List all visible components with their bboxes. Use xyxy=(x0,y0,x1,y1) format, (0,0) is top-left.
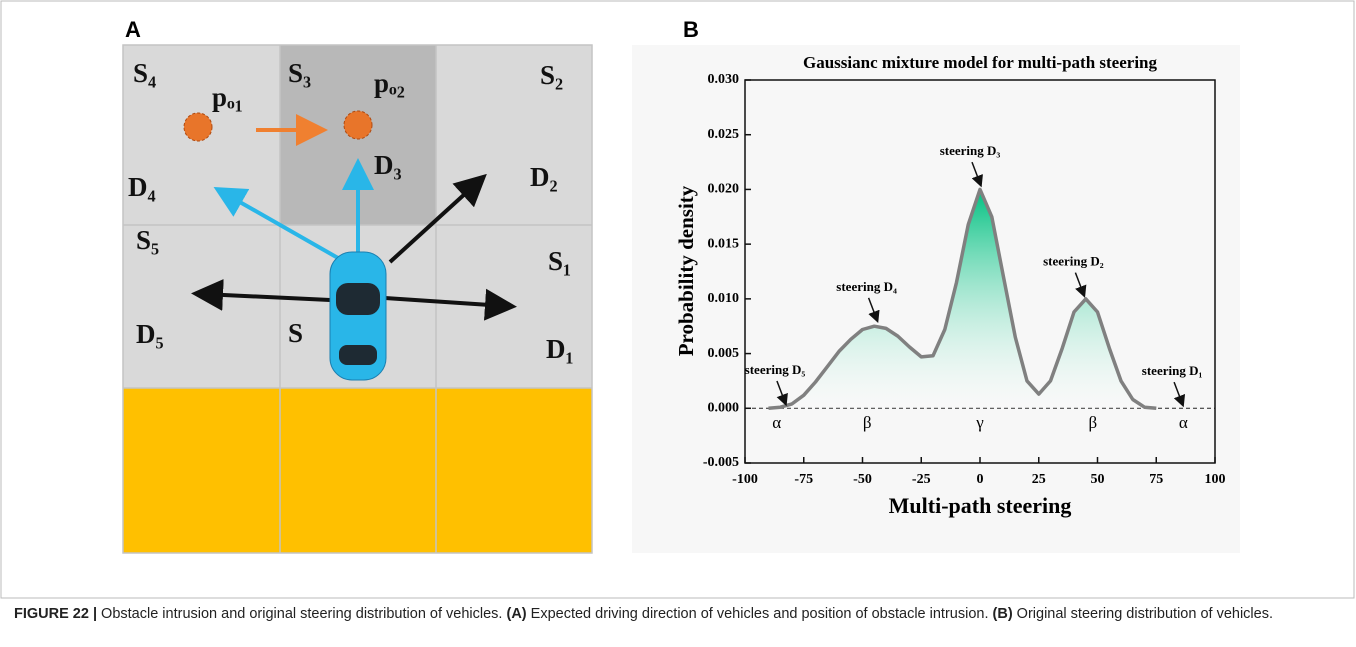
cell-label: S₂ xyxy=(540,60,563,90)
x-tick-label: -100 xyxy=(732,472,758,487)
y-axis-label: Probability density xyxy=(674,185,698,356)
annotation-arrow xyxy=(1074,272,1087,298)
annotation: steering D₅ xyxy=(745,362,806,377)
region-label: β xyxy=(863,413,872,432)
region-label: α xyxy=(1179,413,1188,432)
annotation: steering D₂ xyxy=(1043,254,1104,269)
cell-label: D₄ xyxy=(128,172,156,202)
y-tick-label: 0.010 xyxy=(708,291,740,306)
obstacle xyxy=(343,110,373,140)
grid-border xyxy=(122,44,593,554)
region-label: β xyxy=(1088,413,1097,432)
cell-label: S₄ xyxy=(133,58,156,88)
obstacle-label: pₒ₁ xyxy=(212,82,243,112)
panel-label: A xyxy=(125,17,141,42)
cell-label: S₁ xyxy=(548,246,571,276)
y-tick-label: -0.005 xyxy=(703,455,739,470)
y-tick-label: 0.020 xyxy=(708,182,740,197)
region-label: α xyxy=(772,413,781,432)
caption-text: Original steering distribution of vehicl… xyxy=(1012,606,1273,622)
x-tick-label: 25 xyxy=(1032,472,1046,487)
car-window xyxy=(336,283,380,315)
line xyxy=(768,187,1157,411)
y-tick-label: 0.015 xyxy=(708,236,740,251)
panel-label: B xyxy=(683,17,699,42)
cell-label: D₁ xyxy=(546,334,574,364)
cell-label: D₃ xyxy=(374,150,402,180)
arrow xyxy=(388,173,487,264)
caption-text: Expected driving direction of vehicles a… xyxy=(526,606,993,622)
caption-text: Obstacle intrusion and original steering… xyxy=(97,606,507,622)
annotation: steering D₁ xyxy=(1142,363,1203,378)
annotation-arrow xyxy=(776,380,788,407)
region-label: γ xyxy=(975,413,984,432)
figure-border xyxy=(0,0,1355,599)
figure: A S₄ S₃ S₂ xyxy=(0,0,1355,599)
y-tick-label: 0.030 xyxy=(708,72,740,87)
x-tick-label: 0 xyxy=(977,472,984,487)
cell-label: S xyxy=(288,318,303,348)
x-tick-label: -25 xyxy=(912,472,931,487)
annotation: steering D₄ xyxy=(836,279,897,294)
x-tick-label: -75 xyxy=(794,472,813,487)
arrow xyxy=(213,187,346,264)
obstacle xyxy=(183,112,213,142)
annotation-arrow xyxy=(971,161,983,188)
y-tick-label: 0.025 xyxy=(708,127,740,142)
plot: α β γ β α -0.005 0.000 0.005 0.010 0.015 0.020 0.02… xyxy=(703,72,1226,487)
caption-figure: FIGURE 22 | xyxy=(14,606,98,622)
caption-ref: (A) xyxy=(506,606,527,622)
annotation: steering D₃ xyxy=(940,143,1001,158)
arrow xyxy=(191,278,331,311)
caption-ref: (B) xyxy=(992,606,1013,622)
y-tick-label: 0.000 xyxy=(708,401,740,416)
chart-background xyxy=(632,45,1240,553)
annotation-arrow xyxy=(867,297,880,324)
car-window xyxy=(339,345,377,365)
cell-label: S₅ xyxy=(136,225,159,255)
cell-label: D₅ xyxy=(136,319,164,349)
cell xyxy=(123,388,592,553)
x-tick-label: 100 xyxy=(1205,472,1226,487)
obstacle-label: pₒ₂ xyxy=(374,68,405,98)
cell-label: S₃ xyxy=(288,58,311,88)
caption: FIGURE 22 | Obstacle intrusion and origi… xyxy=(14,604,1334,625)
annotation-arrow xyxy=(1173,381,1186,408)
x-axis-label: Multi-path steering xyxy=(889,493,1072,518)
x-tick-label: -50 xyxy=(853,472,872,487)
y-tick-label: 0.005 xyxy=(708,346,740,361)
chart-title: Gaussianc mixture model for multi-path s… xyxy=(803,53,1157,72)
x-tick-label: 75 xyxy=(1149,472,1163,487)
arrow xyxy=(384,288,517,321)
cell-label: D₂ xyxy=(530,162,558,192)
area xyxy=(768,189,1157,409)
x-tick-label: 50 xyxy=(1091,472,1105,487)
car xyxy=(329,251,387,381)
